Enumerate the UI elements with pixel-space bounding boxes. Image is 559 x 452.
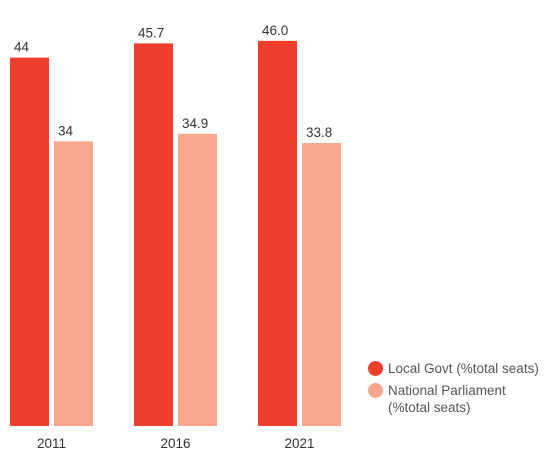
chart-legend: Local Govt (%total seats) National Parli… xyxy=(368,360,558,421)
data-label-national-parliament-2016: 34.9 xyxy=(182,116,208,131)
bar-national-parliament-2016 xyxy=(178,133,217,426)
x-tick-label-2016: 2016 xyxy=(160,436,190,451)
data-label-national-parliament-2011: 34 xyxy=(58,123,74,138)
data-label-local-govt-2016: 45.7 xyxy=(138,25,164,40)
bar-local-govt-2011 xyxy=(10,57,49,427)
legend-label-local-govt: Local Govt (%total seats) xyxy=(388,361,539,376)
bar-national-parliament-2021 xyxy=(302,143,341,427)
data-label-national-parliament-2021: 33.8 xyxy=(306,125,332,140)
legend-item-local-govt: Local Govt (%total seats) xyxy=(368,360,558,377)
legend-label-national-parliament: National Parliament (%total seats) xyxy=(388,383,506,415)
legend-item-national-parliament: National Parliament (%total seats) xyxy=(368,382,558,416)
x-tick-label-2021: 2021 xyxy=(284,436,314,451)
bar-national-parliament-2011 xyxy=(54,141,93,426)
legend-swatch-national-parliament xyxy=(368,383,383,398)
bar-local-govt-2021 xyxy=(258,40,297,427)
data-label-local-govt-2011: 44 xyxy=(14,40,30,55)
x-tick-label-2011: 2011 xyxy=(37,436,66,451)
bar-local-govt-2016 xyxy=(134,43,173,426)
legend-swatch-local-govt xyxy=(368,361,383,376)
data-label-local-govt-2021: 46.0 xyxy=(262,23,288,38)
